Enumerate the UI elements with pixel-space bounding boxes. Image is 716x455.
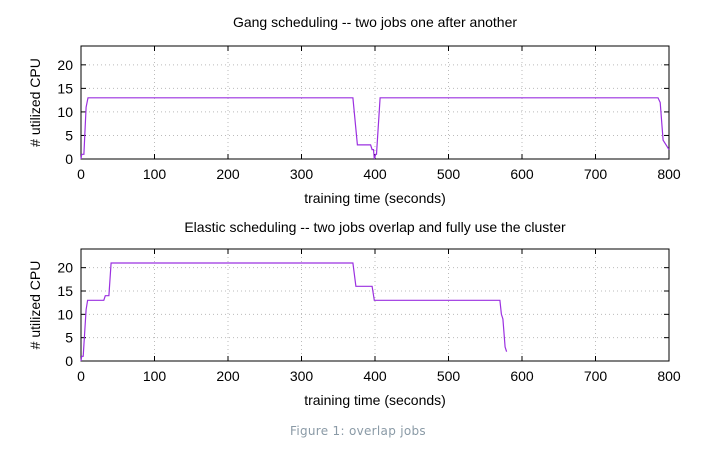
y-tick-label: 0	[65, 151, 73, 167]
x-tick-label: 0	[77, 368, 85, 384]
y-tick-label: 15	[57, 283, 73, 299]
x-tick-label: 300	[290, 166, 314, 182]
chart-title: Gang scheduling -- two jobs one after an…	[233, 14, 517, 30]
y-tick-label: 15	[57, 80, 73, 96]
x-tick-label: 500	[437, 166, 461, 182]
y-tick-label: 10	[57, 306, 73, 322]
y-tick-label: 10	[57, 104, 73, 120]
x-tick-label: 700	[584, 166, 608, 182]
y-tick-label: 20	[57, 57, 73, 73]
x-tick-label: 500	[437, 368, 461, 384]
y-axis-label: # utilized CPU	[27, 261, 43, 350]
y-axis-label: # utilized CPU	[27, 58, 43, 147]
figure: Gang scheduling -- two jobs one after an…	[27, 14, 681, 408]
series-line	[80, 97, 670, 160]
y-tick-label: 0	[65, 353, 73, 369]
y-tick-label: 5	[65, 127, 73, 143]
x-tick-label: 100	[143, 166, 167, 182]
x-tick-label: 300	[290, 368, 314, 384]
x-tick-label: 0	[77, 166, 85, 182]
plot-frame	[80, 45, 670, 160]
x-axis-label: training time (seconds)	[304, 190, 446, 206]
figure-caption: Figure 1: overlap jobs	[290, 424, 426, 438]
chart-1: Gang scheduling -- two jobs one after an…	[27, 14, 681, 206]
series-line	[80, 262, 508, 362]
x-tick-label: 700	[584, 368, 608, 384]
x-tick-label: 200	[216, 166, 240, 182]
x-tick-label: 400	[363, 166, 387, 182]
x-tick-label: 100	[143, 368, 167, 384]
x-tick-label: 800	[657, 368, 681, 384]
x-tick-label: 800	[657, 166, 681, 182]
x-tick-label: 600	[510, 368, 534, 384]
y-tick-label: 5	[65, 330, 73, 346]
x-tick-label: 600	[510, 166, 534, 182]
x-axis-label: training time (seconds)	[304, 392, 446, 408]
y-tick-label: 20	[57, 260, 73, 276]
chart-2: Elastic scheduling -- two jobs overlap a…	[27, 219, 681, 408]
chart-title: Elastic scheduling -- two jobs overlap a…	[184, 219, 566, 235]
x-tick-label: 400	[363, 368, 387, 384]
x-tick-label: 200	[216, 368, 240, 384]
plot-frame	[80, 248, 670, 362]
